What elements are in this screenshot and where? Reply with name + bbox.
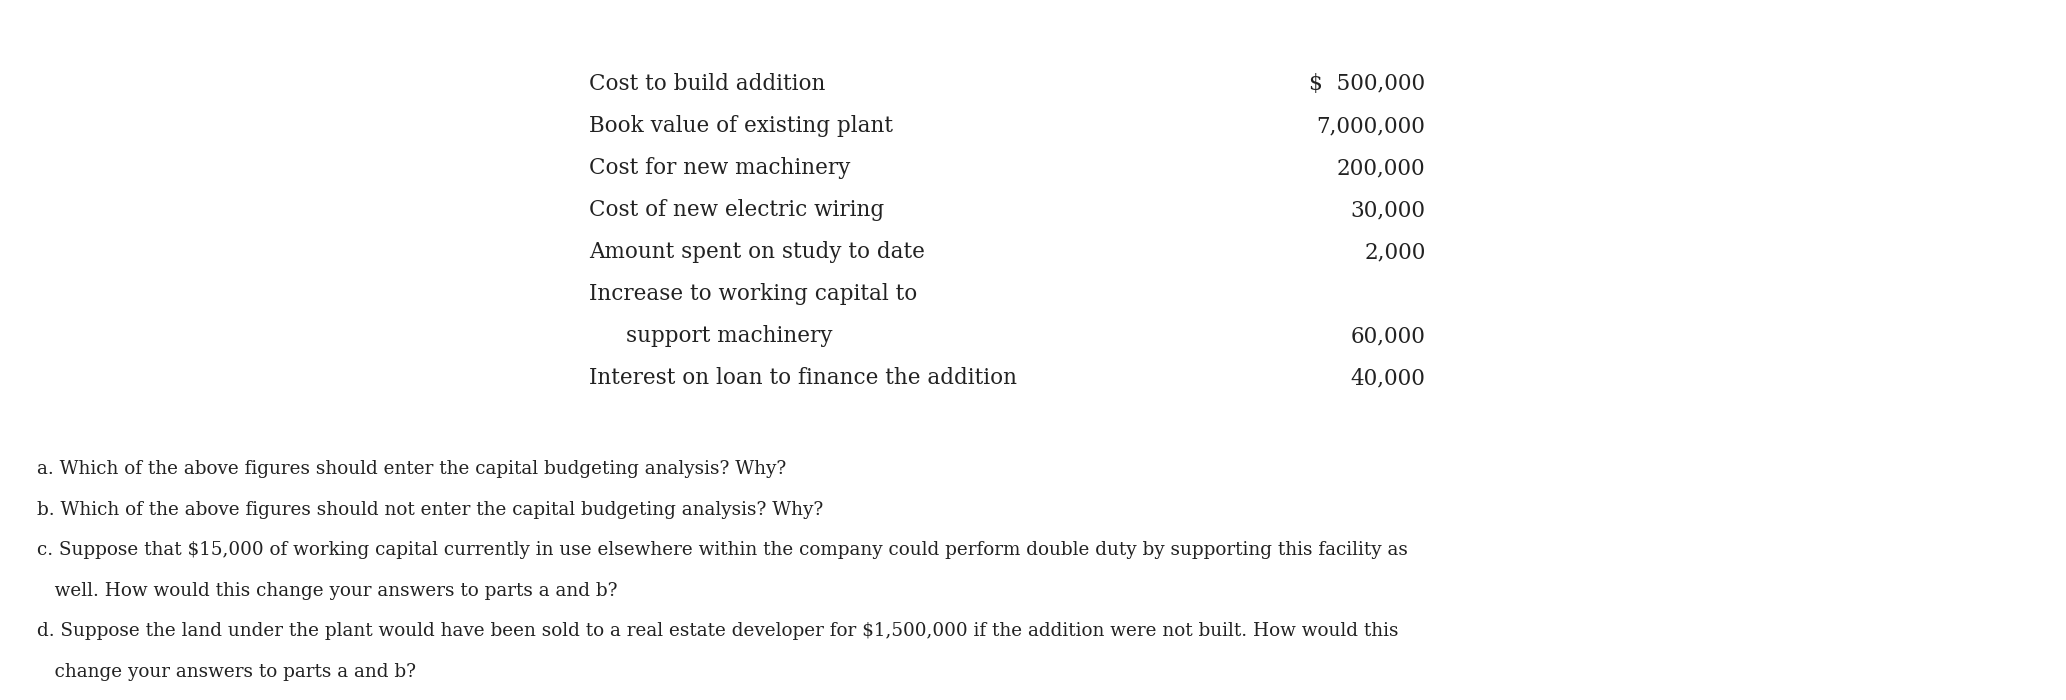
Text: 7,000,000: 7,000,000 [1316, 115, 1426, 137]
Text: $  500,000: $ 500,000 [1310, 73, 1426, 95]
Text: a. Which of the above figures should enter the capital budgeting analysis? Why?: a. Which of the above figures should ent… [37, 460, 787, 478]
Text: support machinery: support machinery [626, 325, 833, 347]
Text: 200,000: 200,000 [1337, 157, 1426, 179]
Text: Amount spent on study to date: Amount spent on study to date [589, 241, 926, 263]
Text: Increase to working capital to: Increase to working capital to [589, 283, 917, 305]
Text: Interest on loan to finance the addition: Interest on loan to finance the addition [589, 367, 1016, 389]
Text: change your answers to parts a and b?: change your answers to parts a and b? [37, 663, 415, 681]
Text: Cost for new machinery: Cost for new machinery [589, 157, 851, 179]
Text: Book value of existing plant: Book value of existing plant [589, 115, 893, 137]
Text: Cost to build addition: Cost to build addition [589, 73, 824, 95]
Text: 40,000: 40,000 [1351, 367, 1426, 389]
Text: 60,000: 60,000 [1351, 325, 1426, 347]
Text: well. How would this change your answers to parts a and b?: well. How would this change your answers… [37, 582, 618, 600]
Text: 30,000: 30,000 [1351, 199, 1426, 221]
Text: 2,000: 2,000 [1364, 241, 1426, 263]
Text: d. Suppose the land under the plant would have been sold to a real estate develo: d. Suppose the land under the plant woul… [37, 622, 1399, 640]
Text: c. Suppose that $15,000 of working capital currently in use elsewhere within the: c. Suppose that $15,000 of working capit… [37, 541, 1409, 559]
Text: b. Which of the above figures should not enter the capital budgeting analysis? W: b. Which of the above figures should not… [37, 500, 824, 519]
Text: Cost of new electric wiring: Cost of new electric wiring [589, 199, 884, 221]
